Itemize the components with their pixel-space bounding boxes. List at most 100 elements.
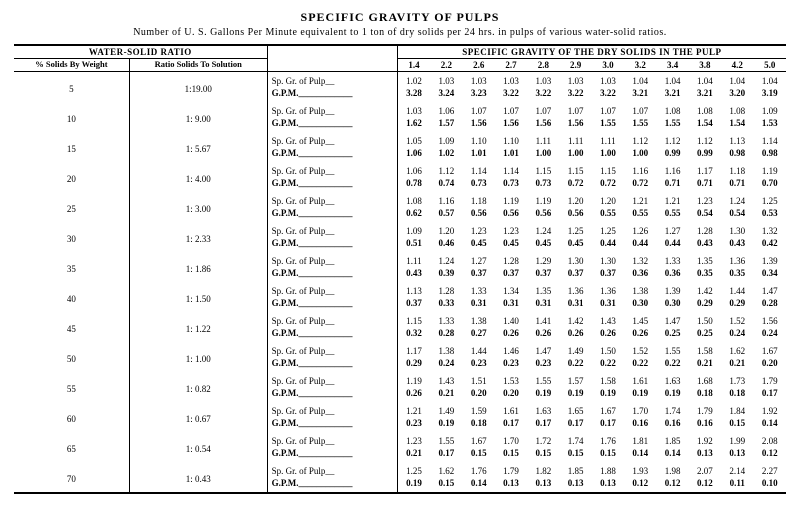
value-cell: 1.23 xyxy=(397,432,430,447)
value-cell: 1.04 xyxy=(656,72,688,88)
row-label-spgr: Sp. Gr. of Pulp__ xyxy=(267,252,397,267)
value-cell: 1.11 xyxy=(560,132,592,147)
value-cell: 1.04 xyxy=(624,72,656,88)
value-cell: 1.00 xyxy=(592,147,624,162)
value-cell: 0.24 xyxy=(430,357,462,372)
ratio-cell: 1: 4.00 xyxy=(129,162,267,192)
value-cell: 1.30 xyxy=(560,252,592,267)
value-cell: 1.20 xyxy=(560,192,592,207)
value-cell: 0.18 xyxy=(463,417,495,432)
value-cell: 0.21 xyxy=(721,357,753,372)
value-cell: 1.12 xyxy=(656,132,688,147)
value-cell: 0.16 xyxy=(624,417,656,432)
value-cell: 1.98 xyxy=(656,462,688,477)
value-cell: 0.55 xyxy=(624,207,656,222)
value-cell: 1.43 xyxy=(592,312,624,327)
value-cell: 0.12 xyxy=(656,477,688,493)
value-cell: 1.85 xyxy=(560,462,592,477)
value-cell: 1.53 xyxy=(753,117,786,132)
value-cell: 0.53 xyxy=(753,207,786,222)
value-cell: 0.29 xyxy=(721,297,753,312)
value-cell: 1.50 xyxy=(592,342,624,357)
value-cell: 1.09 xyxy=(430,132,462,147)
value-cell: 0.31 xyxy=(463,297,495,312)
row-label-gpm: G.P.M.____________ xyxy=(267,87,397,102)
value-cell: 0.19 xyxy=(560,387,592,402)
value-cell: 1.08 xyxy=(689,102,721,117)
ratio-cell: 1: 0.67 xyxy=(129,402,267,432)
value-cell: 1.03 xyxy=(560,72,592,88)
value-cell: 1.84 xyxy=(721,402,753,417)
value-cell: 0.19 xyxy=(397,477,430,493)
value-cell: 0.23 xyxy=(463,357,495,372)
value-cell: 1.35 xyxy=(527,282,559,297)
value-cell: 1.61 xyxy=(624,372,656,387)
value-cell: 0.23 xyxy=(495,357,527,372)
value-cell: 1.46 xyxy=(495,342,527,357)
value-cell: 0.15 xyxy=(430,477,462,493)
value-cell: 1.13 xyxy=(397,282,430,297)
value-cell: 3.22 xyxy=(527,87,559,102)
value-cell: 1.33 xyxy=(463,282,495,297)
value-cell: 0.22 xyxy=(560,357,592,372)
value-cell: 0.36 xyxy=(656,267,688,282)
pct-cell: 40 xyxy=(14,282,129,312)
value-cell: 1.65 xyxy=(560,402,592,417)
page-title: SPECIFIC GRAVITY OF PULPS xyxy=(14,10,786,25)
value-cell: 1.28 xyxy=(689,222,721,237)
value-cell: 1.12 xyxy=(430,162,462,177)
value-cell: 1.07 xyxy=(624,102,656,117)
value-cell: 0.14 xyxy=(463,477,495,493)
value-cell: 0.33 xyxy=(430,297,462,312)
gravity-table: WATER-SOLID RATIO SPECIFIC GRAVITY OF TH… xyxy=(14,44,786,494)
value-cell: 0.43 xyxy=(397,267,430,282)
value-cell: 1.56 xyxy=(527,117,559,132)
value-cell: 1.41 xyxy=(527,312,559,327)
value-cell: 0.71 xyxy=(689,177,721,192)
value-cell: 0.10 xyxy=(753,477,786,493)
value-cell: 1.15 xyxy=(560,162,592,177)
value-cell: 1.36 xyxy=(560,282,592,297)
value-cell: 1.81 xyxy=(624,432,656,447)
value-cell: 1.11 xyxy=(397,252,430,267)
value-cell: 0.19 xyxy=(527,387,559,402)
value-cell: 1.23 xyxy=(495,222,527,237)
pct-cell: 65 xyxy=(14,432,129,462)
sg-col: 3.2 xyxy=(624,59,656,72)
table-row: 101: 9.00Sp. Gr. of Pulp__1.031.061.071.… xyxy=(14,102,786,117)
ratio-cell: 1: 3.00 xyxy=(129,192,267,222)
value-cell: 0.17 xyxy=(753,387,786,402)
value-cell: 1.10 xyxy=(495,132,527,147)
value-cell: 0.62 xyxy=(397,207,430,222)
value-cell: 1.03 xyxy=(397,102,430,117)
value-cell: 0.42 xyxy=(753,237,786,252)
value-cell: 1.12 xyxy=(624,132,656,147)
row-label-gpm: G.P.M.____________ xyxy=(267,207,397,222)
value-cell: 0.17 xyxy=(592,417,624,432)
value-cell: 1.06 xyxy=(397,162,430,177)
value-cell: 3.28 xyxy=(397,87,430,102)
sg-col: 2.6 xyxy=(463,59,495,72)
value-cell: 0.78 xyxy=(397,177,430,192)
row-label-spgr: Sp. Gr. of Pulp__ xyxy=(267,162,397,177)
value-cell: 0.19 xyxy=(430,417,462,432)
value-cell: 0.20 xyxy=(495,387,527,402)
value-cell: 1.56 xyxy=(463,117,495,132)
value-cell: 0.98 xyxy=(721,147,753,162)
value-cell: 1.00 xyxy=(560,147,592,162)
value-cell: 1.20 xyxy=(592,192,624,207)
value-cell: 0.17 xyxy=(430,447,462,462)
value-cell: 0.31 xyxy=(592,297,624,312)
value-cell: 1.52 xyxy=(624,342,656,357)
value-cell: 0.24 xyxy=(753,327,786,342)
value-cell: 1.16 xyxy=(624,162,656,177)
value-cell: 0.12 xyxy=(753,447,786,462)
value-cell: 1.68 xyxy=(689,372,721,387)
value-cell: 1.11 xyxy=(592,132,624,147)
ratio-cell: 1: 0.43 xyxy=(129,462,267,493)
value-cell: 1.19 xyxy=(527,192,559,207)
value-cell: 1.44 xyxy=(721,282,753,297)
value-cell: 1.53 xyxy=(495,372,527,387)
value-cell: 0.12 xyxy=(689,477,721,493)
value-cell: 1.55 xyxy=(656,117,688,132)
